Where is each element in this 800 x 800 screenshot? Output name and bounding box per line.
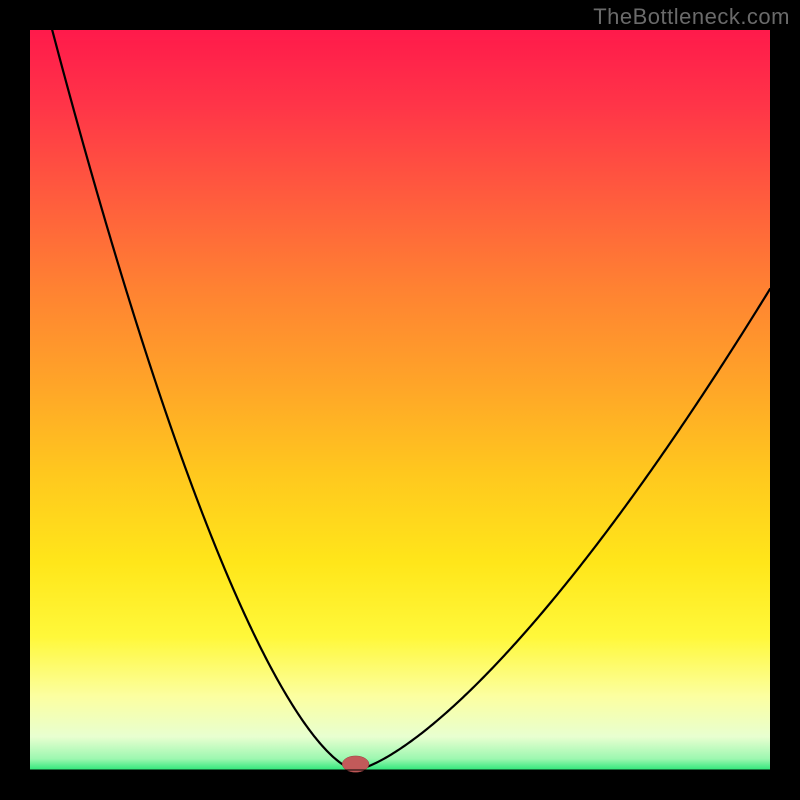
- watermark-text: TheBottleneck.com: [593, 4, 790, 30]
- bottleneck-chart: [0, 0, 800, 800]
- chart-container: TheBottleneck.com: [0, 0, 800, 800]
- plot-background: [30, 30, 770, 770]
